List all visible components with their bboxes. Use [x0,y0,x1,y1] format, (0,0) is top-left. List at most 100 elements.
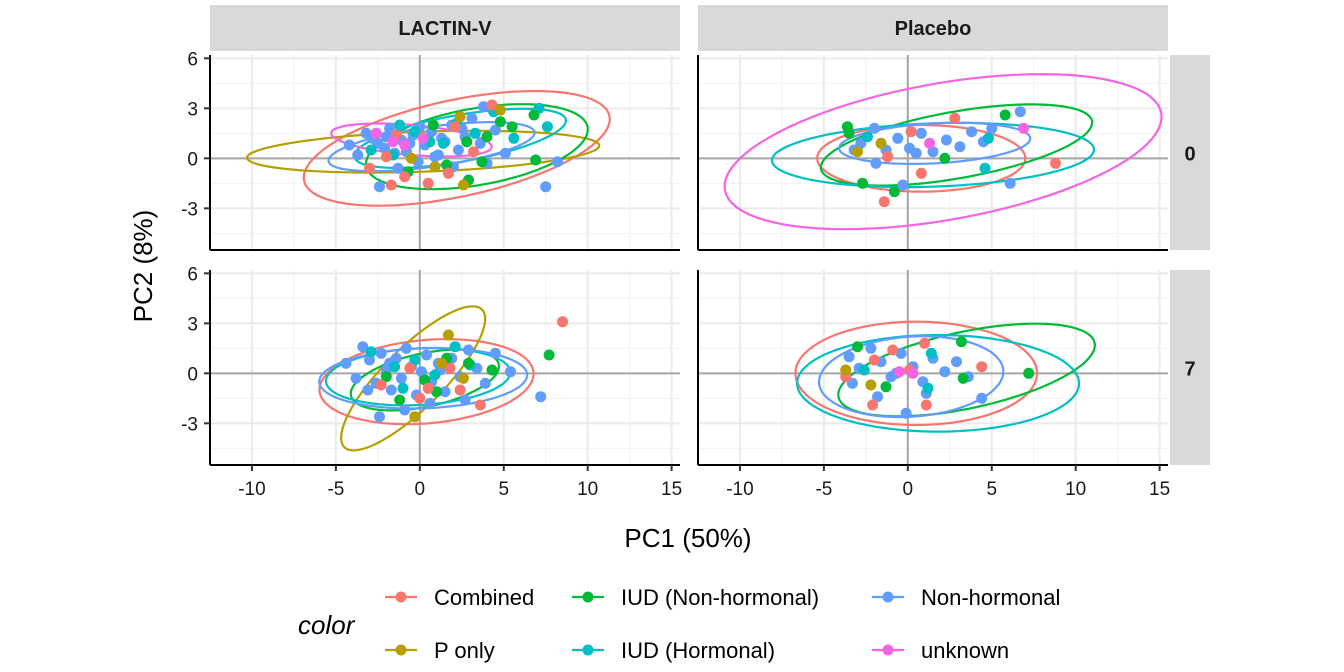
point-non-hormonal [499,147,511,159]
point-non-hormonal [395,372,407,384]
legend-label: Combined [434,585,534,610]
point-iud-non-hormonal [427,119,439,131]
point-p-only [405,152,417,164]
point-p-only [840,364,852,376]
point-iud-hormonal [862,131,873,143]
y-axis-title: PC2 (8%) [128,210,158,323]
x-tick-label: 15 [1149,479,1170,500]
point-iud-hormonal [437,137,449,149]
point-non-hormonal [343,139,355,151]
strip-background [698,5,1168,51]
point-combined [422,382,434,394]
legend-title: color [298,610,356,640]
point-p-only [865,379,877,391]
point-non-hormonal [463,344,474,356]
point-iud-non-hormonal [880,381,892,393]
point-iud-non-hormonal [506,121,518,133]
ellipse-unknown [723,72,1163,231]
point-combined [454,384,466,396]
point-unknown [417,132,429,144]
point-non-hormonal [385,384,397,396]
point-non-hormonal [340,357,352,369]
point-non-hormonal [379,142,391,154]
point-iud-non-hormonal [380,371,392,383]
point-p-only [875,137,887,149]
point-non-hormonal [478,101,490,113]
point-p-only [429,161,441,173]
strip-label: 0 [1184,144,1195,166]
point-non-hormonal [915,127,927,139]
strip-day-7: 7 [1170,270,1210,465]
point-combined [1050,157,1061,169]
point-non-hormonal [452,144,464,156]
point-non-hormonal [489,347,501,359]
point-iud-non-hormonal [1023,367,1035,379]
point-combined [486,99,498,111]
point-unknown [370,127,382,139]
panel-placebo-day-7 [697,270,1168,465]
point-p-only [442,329,454,341]
y-tick-label: 6 [187,264,198,285]
legend-entry-unknown: unknown [872,638,1009,663]
point-non-hormonal [535,391,547,403]
point-combined [422,177,434,189]
point-combined [868,354,880,366]
point-non-hormonal [910,147,922,159]
point-non-hormonal [424,397,436,409]
point-non-hormonal [870,157,882,169]
point-combined [375,379,387,391]
point-non-hormonal [540,181,552,193]
point-p-only [494,104,506,116]
ellipse-iud-hormonal [770,121,1096,189]
point-iud-non-hormonal [957,372,969,384]
y-tick-label: -3 [181,199,198,220]
point-combined [364,162,375,174]
point-iud-non-hormonal [528,109,540,121]
legend-swatch-point [582,591,594,603]
point-iud-hormonal [394,119,406,131]
point-non-hormonal [400,342,412,354]
point-non-hormonal [459,394,471,406]
point-non-hormonal [927,146,939,158]
x-tick-label: 5 [986,479,997,500]
panel-lactin-v-day-7 [209,270,680,465]
point-combined [449,121,461,133]
x-tick-label: 0 [415,479,426,500]
point-non-hormonal [384,122,396,134]
point-iud-non-hormonal [481,131,493,143]
point-iud-hormonal [365,144,377,156]
legend-swatch-point [395,591,407,603]
point-combined [380,151,392,163]
strip-background [1170,55,1210,250]
point-non-hormonal [1014,106,1026,118]
point-non-hormonal [392,162,404,174]
point-combined [882,151,894,163]
point-p-only [409,411,421,423]
point-non-hormonal [362,384,374,396]
point-iud-hormonal [979,162,991,174]
point-iud-non-hormonal [543,349,555,361]
point-p-only [454,111,466,123]
point-non-hormonal [416,366,427,378]
strip-background [1170,270,1210,465]
y-tick-label: 0 [187,149,198,170]
legend-label: Non-hormonal [921,585,1060,610]
ellipse-non-hormonal [327,121,536,173]
point-non-hormonal [872,391,884,403]
point-combined [905,126,917,138]
point-unknown [399,139,411,151]
legend-label: P only [434,638,495,663]
strip-label: LACTIN-V [398,18,492,40]
point-iud-hormonal [469,127,481,139]
legend-label: IUD (Hormonal) [621,638,775,663]
point-non-hormonal [976,392,988,404]
point-non-hormonal [868,122,880,134]
point-unknown [893,366,905,378]
point-non-hormonal [429,151,441,163]
point-non-hormonal [966,126,978,138]
point-iud-non-hormonal [888,186,900,198]
legend-entry-non-hormonal: Non-hormonal [872,585,1060,610]
point-iud-hormonal [508,132,520,144]
point-non-hormonal [900,407,912,419]
x-tick-label: 15 [661,479,682,500]
